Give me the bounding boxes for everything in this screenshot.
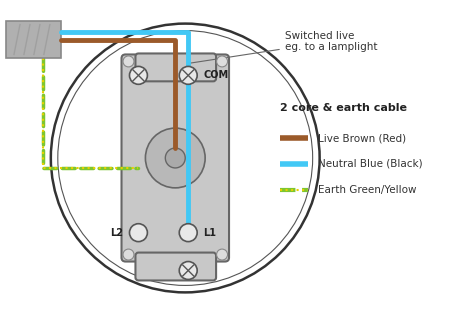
Text: Switched live
eg. to a lamplight: Switched live eg. to a lamplight [191, 31, 377, 63]
Circle shape [129, 224, 147, 242]
FancyBboxPatch shape [136, 253, 216, 280]
Circle shape [129, 66, 147, 84]
Polygon shape [6, 21, 61, 59]
Text: Live Brown (Red): Live Brown (Red) [318, 133, 406, 143]
Text: L1: L1 [203, 228, 216, 238]
Circle shape [123, 56, 134, 67]
Text: Earth Green/Yellow: Earth Green/Yellow [318, 185, 416, 195]
Text: COM: COM [203, 70, 228, 80]
Circle shape [217, 249, 228, 260]
Circle shape [217, 56, 228, 67]
Text: L2: L2 [110, 228, 124, 238]
Text: 2 core & earth cable: 2 core & earth cable [280, 103, 407, 113]
Circle shape [123, 249, 134, 260]
Circle shape [179, 262, 197, 280]
FancyBboxPatch shape [121, 54, 229, 262]
Circle shape [179, 224, 197, 242]
Text: Neutral Blue (Black): Neutral Blue (Black) [318, 159, 422, 169]
FancyBboxPatch shape [136, 54, 216, 81]
Circle shape [165, 148, 185, 168]
Circle shape [179, 66, 197, 84]
Circle shape [146, 128, 205, 188]
